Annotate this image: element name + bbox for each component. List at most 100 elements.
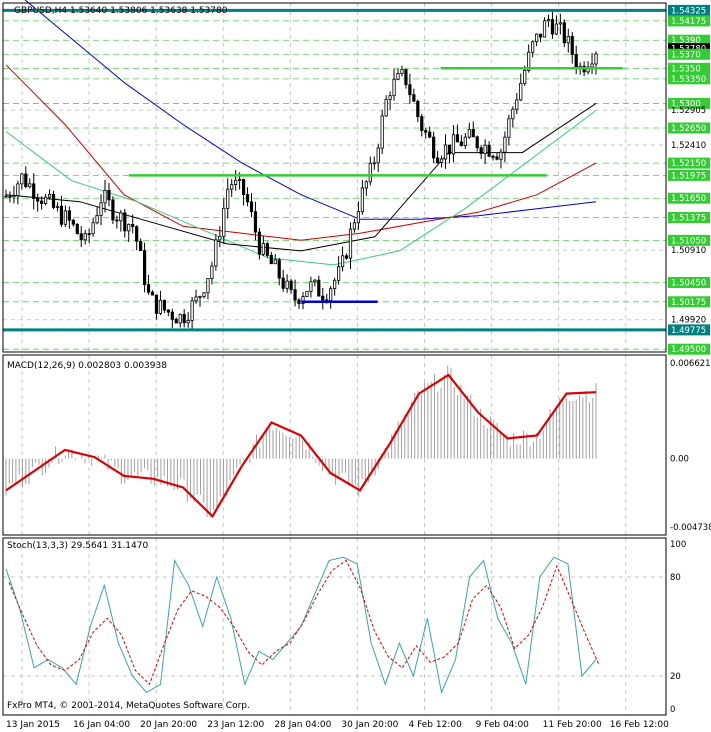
candle-body xyxy=(439,158,444,163)
time-axis: 13 Jan 2015 16 Jan 04:00 20 Jan 20:00 23 Ja… xyxy=(6,720,669,730)
candle-body xyxy=(257,231,262,255)
candle-body xyxy=(542,20,547,38)
candle-body xyxy=(388,95,392,100)
macd-axis-label: -0.004738 xyxy=(670,523,711,533)
candle-body xyxy=(333,279,337,290)
candle-body xyxy=(313,279,317,283)
panel-frame xyxy=(2,354,667,536)
candle-body xyxy=(348,228,353,259)
price-label-box xyxy=(668,157,710,169)
candle-body xyxy=(150,291,155,296)
candle-body xyxy=(566,36,570,44)
candle-body xyxy=(245,194,250,203)
stoch-axis-label: 80 xyxy=(670,573,681,583)
candle-body xyxy=(83,233,87,241)
candle-body xyxy=(380,115,384,149)
candle-body xyxy=(32,183,36,199)
candle-body xyxy=(368,162,372,183)
candle-body xyxy=(396,73,400,80)
price-label: 1.50910 xyxy=(671,246,706,256)
candle-body xyxy=(293,289,297,301)
candle-body xyxy=(123,212,127,232)
candle-body xyxy=(356,211,361,224)
price-label: 1.51050 xyxy=(671,236,706,246)
moving-average-line xyxy=(5,64,597,241)
candle-body xyxy=(507,118,511,138)
candle-body xyxy=(206,278,210,294)
candle-body xyxy=(515,99,519,110)
panel-frame xyxy=(2,537,667,716)
time-axis-label: 28 Jan 04:00 xyxy=(274,720,331,730)
copyright-text: FxPro MT4, © 2001-2014, MetaQuotes Softw… xyxy=(7,701,250,711)
candle-body xyxy=(546,19,551,22)
price-label: 1.51650 xyxy=(671,194,706,204)
stoch-signal-line xyxy=(8,559,600,686)
price-label: 1.50450 xyxy=(671,278,706,288)
candle-body xyxy=(519,82,523,101)
candle-body xyxy=(337,266,341,281)
price-label-box xyxy=(668,122,710,134)
price-label: 1.5350 xyxy=(671,64,701,74)
candle-body xyxy=(428,131,432,138)
candle-body xyxy=(238,179,242,181)
candle-body xyxy=(75,223,79,235)
candle-body xyxy=(218,235,222,241)
candle-body xyxy=(194,296,198,302)
candle-body xyxy=(135,226,139,242)
candle-body xyxy=(162,299,166,311)
candle-body xyxy=(372,162,376,165)
price-label-box xyxy=(668,343,710,355)
candle-body xyxy=(471,129,475,138)
candle-body xyxy=(360,187,364,213)
candle-body xyxy=(198,296,202,298)
price-label: 1.52410 xyxy=(671,141,706,151)
candle-body xyxy=(400,69,404,74)
price-label-box xyxy=(668,169,710,181)
candle-body xyxy=(158,299,163,314)
candle-body xyxy=(451,134,456,155)
candle-body xyxy=(234,179,238,186)
candle-body xyxy=(182,314,186,324)
candle-body xyxy=(309,281,313,292)
candle-body xyxy=(127,223,131,232)
candle-body xyxy=(463,136,467,147)
candle-body xyxy=(305,290,309,297)
macd-panel-header: MACD(12,26,9) 0.002803 0.003938 xyxy=(7,361,167,371)
candle-body xyxy=(459,141,463,147)
candle-body xyxy=(364,181,368,189)
candle-body xyxy=(8,195,12,198)
price-label-box xyxy=(668,43,710,55)
time-axis-label: 9 Feb 04:00 xyxy=(476,720,530,730)
candle-body xyxy=(43,196,48,204)
candle-body xyxy=(289,280,293,291)
candle-body xyxy=(55,205,60,208)
stoch-axis-label: 20 xyxy=(670,672,681,682)
candle-body xyxy=(28,183,32,188)
stoch-panel-header: Stoch(13,3,3) 29.5641 31.1470 xyxy=(7,541,148,551)
candle-body xyxy=(265,243,269,256)
candle-body xyxy=(111,199,115,221)
candle-body xyxy=(436,157,440,163)
candle-body xyxy=(95,215,99,224)
candle-body xyxy=(329,288,333,301)
candle-body xyxy=(166,309,170,313)
price-label: 1.49775 xyxy=(671,326,706,336)
candles xyxy=(4,10,598,331)
candle-body xyxy=(511,108,515,120)
candle-body xyxy=(527,51,531,71)
candle-body xyxy=(479,147,483,154)
candle-body xyxy=(63,210,67,225)
price-label-box xyxy=(668,48,710,60)
candle-body xyxy=(67,210,71,221)
candle-body xyxy=(392,78,396,97)
candle-body xyxy=(40,200,44,204)
candle-body xyxy=(443,144,448,160)
candle-body xyxy=(297,299,301,304)
price-label: 1.5300 xyxy=(671,99,701,109)
grid-layer xyxy=(3,3,666,715)
candle-body xyxy=(16,183,20,196)
candle-body xyxy=(491,155,495,158)
candle-body xyxy=(321,295,325,301)
